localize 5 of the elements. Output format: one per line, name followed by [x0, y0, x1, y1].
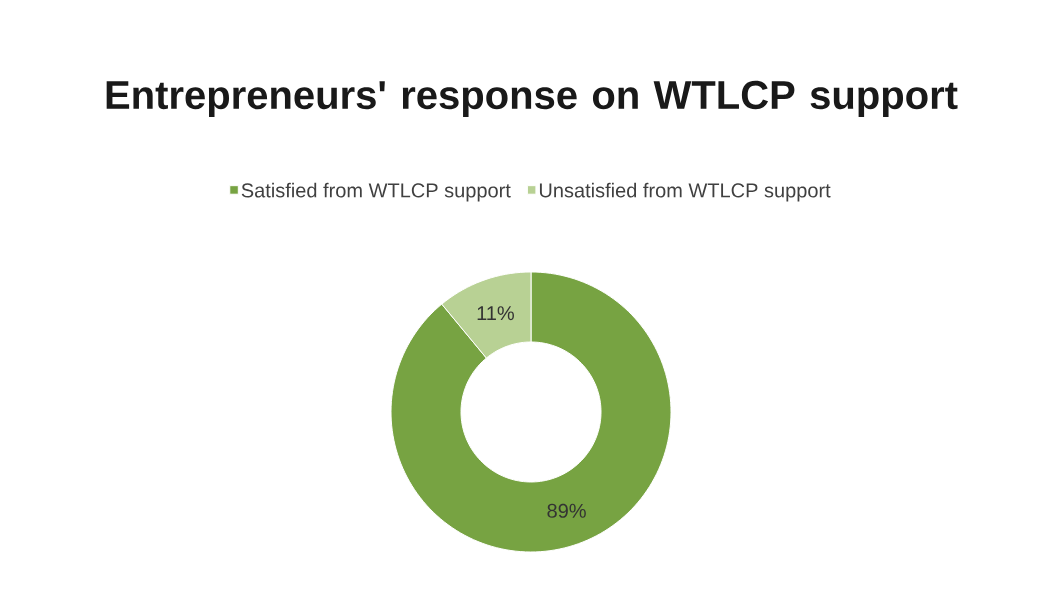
chart-title: Entrepreneurs' response on WTLCP support [106, 80, 958, 118]
data-label: 11% [477, 306, 514, 321]
data-label: 89% [547, 503, 586, 518]
legend-label: Satisfied from WTLCP support [241, 182, 511, 202]
legend-label: Unsatisfied from WTLCP support [539, 182, 831, 202]
